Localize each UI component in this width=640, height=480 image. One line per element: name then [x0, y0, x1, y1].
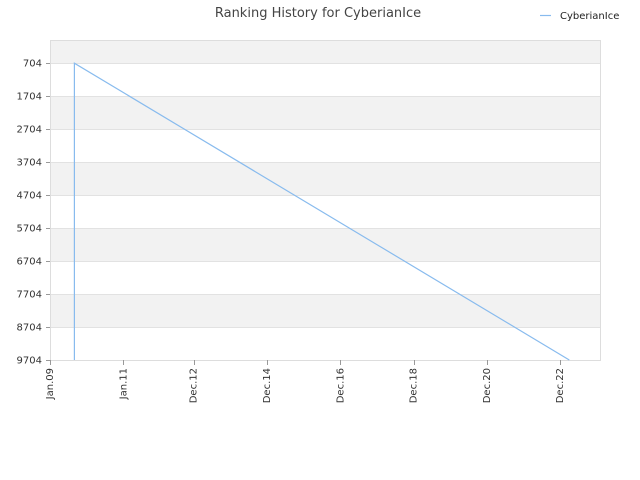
grid-band [50, 96, 600, 130]
grid-band [50, 40, 600, 64]
y-tick-label: 6704 [17, 257, 42, 268]
y-tick-label: 704 [23, 59, 42, 70]
grid-band [50, 327, 600, 360]
grid-bands [50, 40, 600, 360]
y-tick-label: 4704 [17, 191, 42, 202]
x-tick-label: Dec.22 [555, 368, 566, 403]
x-tick-label: Dec.14 [262, 368, 273, 403]
y-tick-label: 1704 [17, 92, 42, 103]
y-tick-label: 3704 [17, 158, 42, 169]
legend-label-cyberianice: CyberianIce [560, 11, 619, 22]
grid-band [50, 294, 600, 328]
plot-border [50, 40, 601, 361]
x-tick-label: Dec.16 [335, 368, 346, 403]
series-layer [73, 62, 570, 361]
grid-band [50, 195, 600, 229]
x-tick-label: Jan.09 [45, 368, 56, 400]
grid-band [50, 261, 600, 295]
y-tick-label: 9704 [17, 356, 42, 367]
y-tick-label: 2704 [17, 125, 42, 136]
legend[interactable]: CyberianIce [540, 11, 619, 22]
x-tick-label: Dec.20 [482, 368, 493, 403]
y-axis: 704 1704 2704 3704 4704 5704 6704 7704 8704 9704 [17, 59, 50, 367]
x-axis: Jan.09 Jan.11 Dec.12 Dec.14 Dec.16 Dec.18 Dec.… [45, 360, 566, 403]
series-line-cyberianice [73, 62, 570, 361]
grid-band [50, 63, 600, 97]
x-tick-label: Dec.18 [409, 368, 420, 403]
chart-title: Ranking History for CyberianIce [215, 6, 421, 21]
grid-band [50, 162, 600, 196]
y-tick-label: 7704 [17, 290, 42, 301]
x-tick-label: Jan.11 [118, 368, 129, 400]
grid-band [50, 228, 600, 262]
y-tick-label: 8704 [17, 323, 42, 334]
x-tick-label: Dec.12 [189, 368, 200, 403]
grid-band [50, 129, 600, 163]
y-tick-label: 5704 [17, 224, 42, 235]
